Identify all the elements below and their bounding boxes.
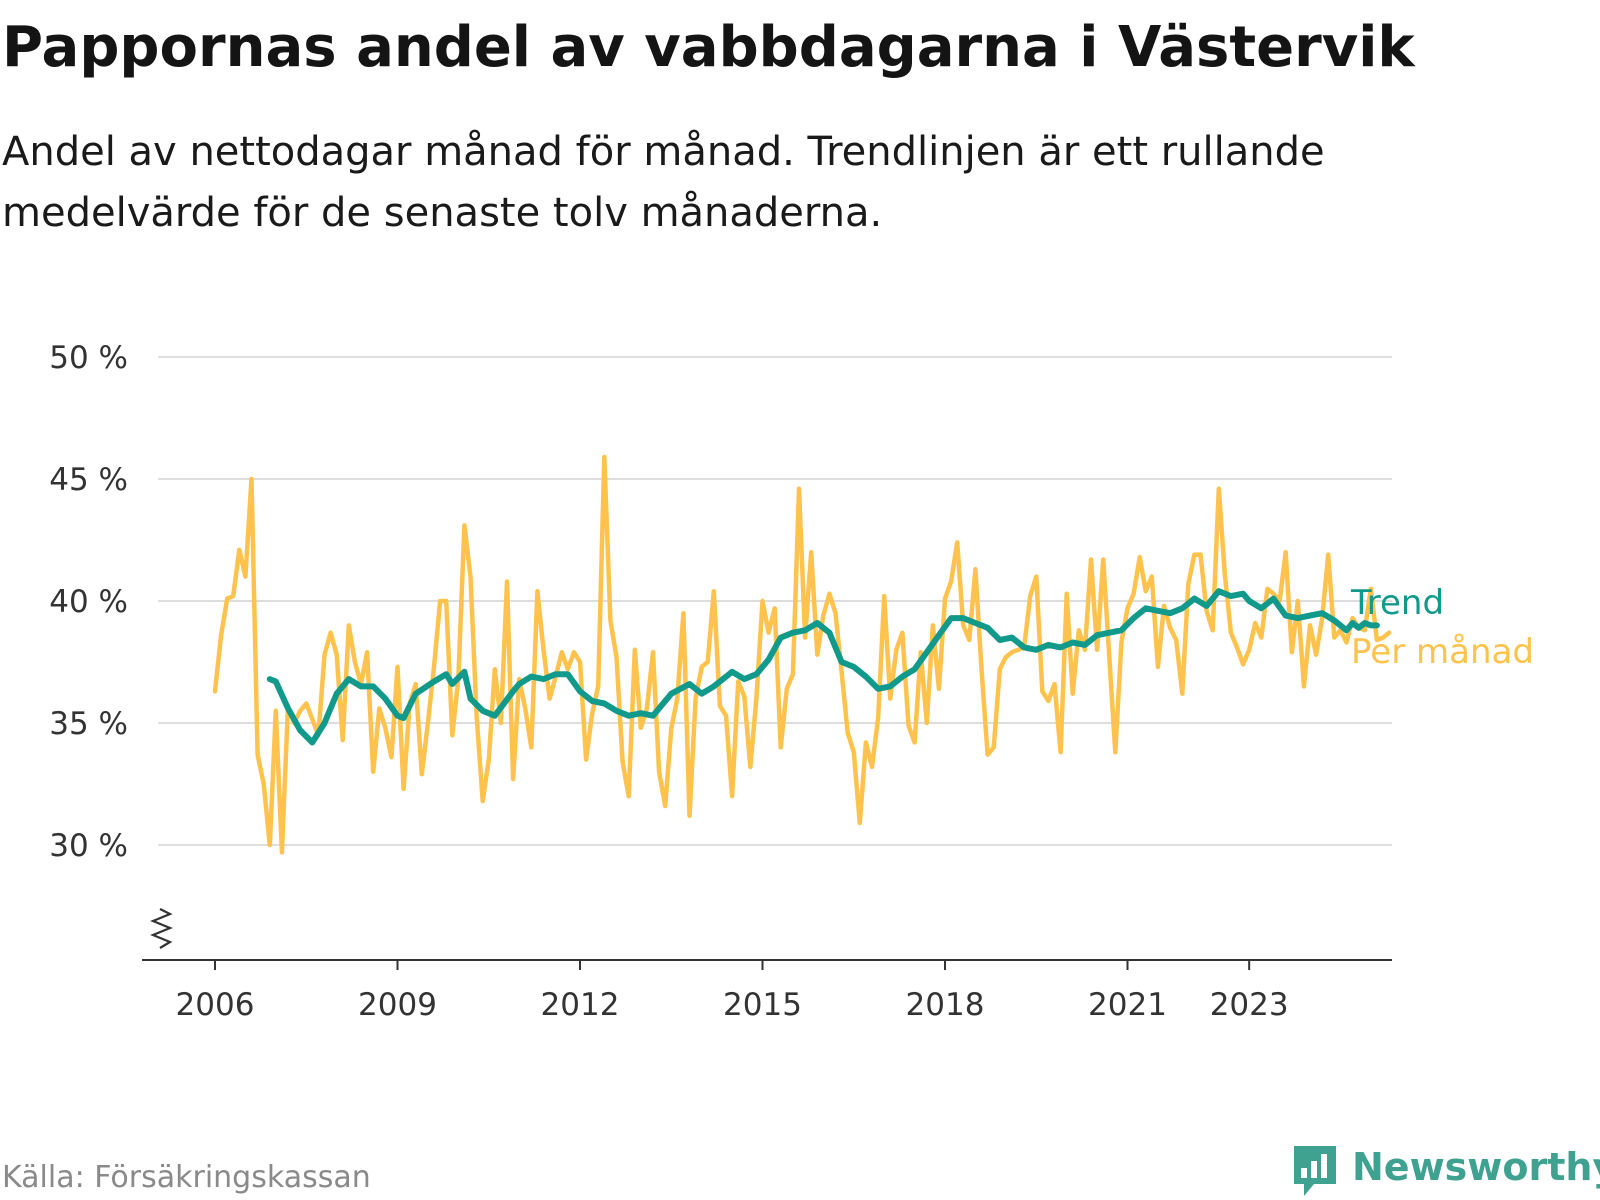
x-tick-label-2021: 2021 — [1088, 987, 1167, 1023]
x-tick-label-2009: 2009 — [358, 987, 437, 1023]
x-axis-labels: 2006 2009 2012 2015 2018 2021 2023 — [176, 987, 1289, 1023]
y-tick-label-50: 50 % — [49, 340, 128, 376]
x-tick-label-2023: 2023 — [1210, 987, 1289, 1023]
y-tick-label-40: 40 % — [49, 584, 128, 620]
line-chart: 30 % 35 % 40 % 45 % 50 % 2006 2009 2012 2015 201… — [49, 340, 1534, 1023]
x-tick-label-2006: 2006 — [176, 987, 255, 1023]
chart-subtitle: Andel av nettodagar månad för månad. Tre… — [2, 129, 1325, 236]
y-tick-label-35: 35 % — [49, 706, 128, 742]
y-tick-label-30: 30 % — [49, 828, 128, 864]
data-series — [212, 454, 1392, 855]
x-tick-label-2018: 2018 — [906, 987, 985, 1023]
chart-title: Pappornas andel av vabbdagarna i Västerv… — [2, 15, 1415, 80]
y-tick-label-45: 45 % — [49, 462, 128, 498]
x-tick-label-2012: 2012 — [541, 987, 620, 1023]
source-note: Källa: Försäkringskassan — [2, 1160, 371, 1195]
x-axis — [142, 959, 1392, 970]
brand-logo: Newsworthy — [1290, 1140, 1600, 1200]
axis-break-icon — [150, 908, 173, 949]
trend-line — [266, 588, 1380, 746]
series-label-trend: Trend — [1350, 583, 1444, 623]
monthly-line — [212, 454, 1392, 855]
series-label-monthly: Per månad — [1351, 632, 1534, 672]
series-labels: Trend Per månad — [1350, 583, 1534, 672]
newsworthy-logo-icon — [1294, 1146, 1336, 1196]
y-axis-labels: 30 % 35 % 40 % 45 % 50 % — [49, 340, 128, 864]
brand-name: Newsworthy — [1352, 1145, 1600, 1189]
x-tick-label-2015: 2015 — [723, 987, 802, 1023]
